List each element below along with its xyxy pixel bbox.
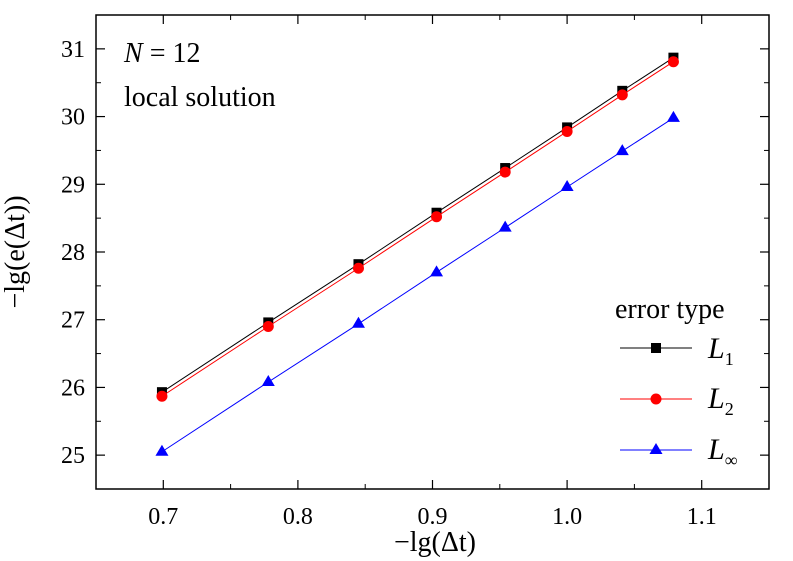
y-tick-label: 31 [61,37,85,63]
legend-label-l2-sub: 2 [725,399,734,419]
annotation-n-var: N [123,38,144,69]
y-tick-label: 27 [61,308,85,334]
y-tick-label: 29 [61,172,85,198]
data-point-l2 [352,262,364,274]
data-point-linf [155,444,169,456]
data-point-linf [615,144,629,156]
legend-label-l1-main: L [707,332,725,365]
data-point-l2 [431,211,443,223]
legend-marker-linf [649,443,663,454]
data-point-linf [430,265,444,277]
data-point-l2 [667,56,679,68]
data-point-linf [560,179,574,191]
legend-label-linf: L∞ [707,433,738,470]
y-tick-label: 26 [61,375,85,401]
legend-label-l2-main: L [707,382,725,415]
data-point-linf [351,316,365,328]
x-tick-label: 0.7 [148,504,178,530]
y-tick-label: 30 [61,105,85,131]
data-point-l2 [616,89,628,101]
data-point-l2 [262,320,274,332]
legend-item-linf: L∞ [620,433,738,470]
axes-layer [95,14,770,490]
x-tick-label: 1.1 [687,504,717,530]
text-layer: −lg(Δt) −lg(e(Δt)) N = 12 local solution… [0,37,738,558]
legend-label-l1: L1 [707,332,734,369]
legend-label-l1-sub: 1 [725,349,734,369]
x-tick-label: 1.0 [552,504,582,530]
data-point-l2 [499,166,511,178]
data-point-linf [498,220,512,232]
data-point-l2 [156,390,168,402]
data-point-linf [261,375,275,387]
data-point-linf [666,110,680,122]
series-line-linf [161,117,674,453]
x-axis-title: −lg(Δt) [394,527,476,558]
legend-label-linf-main: L [707,433,725,466]
x-tick-label: 0.8 [283,504,313,530]
legend-item-l1: L1 [620,332,734,369]
annotation-local-solution: local solution [124,82,276,113]
annotation-n: N = 12 [123,38,200,69]
legend-marker-l1 [651,343,661,353]
y-axis-title: −lg(e(Δt)) [0,195,31,308]
data-point-l2 [561,125,573,137]
legend-marker-l2 [650,393,662,405]
legend-title: error type [615,294,725,325]
legend-item-l2: L2 [620,382,734,419]
annotation-n-value: = 12 [143,38,201,69]
y-tick-label: 25 [61,443,85,469]
legend-label-linf-sub: ∞ [725,450,738,470]
series-layer [155,52,680,456]
series-line-l1 [161,57,674,393]
legend-label-l2: L2 [707,382,734,419]
series-line-l2 [161,61,674,397]
x-tick-label: 0.9 [418,504,448,530]
y-tick-label: 28 [61,240,85,266]
